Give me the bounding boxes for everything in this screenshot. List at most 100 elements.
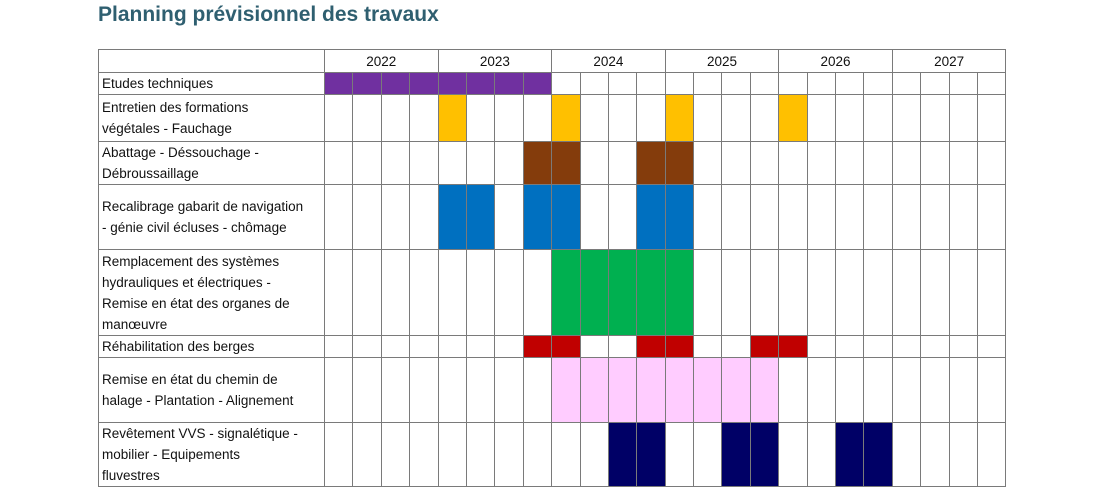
empty-cell — [323, 94, 354, 142]
empty-cell — [835, 141, 865, 185]
empty-cell — [437, 357, 467, 423]
empty-cell — [863, 72, 893, 95]
task-label-line: Débroussaillage — [102, 166, 199, 181]
task-label-line: Abattage - Déssouchage - — [102, 145, 259, 160]
empty-cell — [693, 94, 723, 142]
gantt-bar-segment — [551, 184, 581, 250]
gantt-bar-segment — [749, 357, 780, 423]
empty-cell — [636, 94, 666, 142]
empty-cell — [579, 141, 609, 185]
task-label-line: hydrauliques et électriques - — [102, 274, 271, 290]
empty-cell — [835, 72, 865, 95]
task-row: Remplacement des systèmes hydrauliques et… — [98, 249, 1007, 336]
empty-cell — [778, 184, 808, 250]
year-tick-label: 2023 — [437, 49, 553, 73]
task-row: Etudes techniques — [98, 72, 1007, 95]
empty-cell — [494, 141, 524, 185]
empty-cell — [976, 184, 1007, 250]
empty-cell — [891, 184, 922, 250]
task-label: Recalibrage gabarit de navigation - génie… — [98, 184, 325, 250]
empty-cell — [522, 422, 553, 487]
empty-cell — [664, 422, 695, 487]
gantt-bar-segment — [863, 422, 893, 487]
empty-cell — [920, 184, 950, 250]
gantt-bar-segment — [551, 357, 581, 423]
gantt-bar-segment — [579, 357, 609, 423]
gantt-bar-segment — [522, 141, 553, 185]
empty-cell — [806, 72, 837, 95]
task-label-line: Réhabilitation des berges — [102, 339, 255, 354]
year-header-row: 2022 2023 2024 2025 2026 2027 — [98, 49, 1007, 73]
empty-cell — [976, 422, 1007, 487]
task-label-line: - génie civil écluses - chômage — [102, 220, 287, 235]
gantt-bar-segment — [664, 335, 695, 358]
empty-cell — [778, 141, 808, 185]
empty-cell — [891, 141, 922, 185]
empty-cell — [352, 335, 382, 358]
gantt-bar-segment — [636, 357, 666, 423]
task-label: Revêtement VVS - signalétique - mobilier … — [98, 422, 325, 487]
empty-cell — [409, 184, 439, 250]
empty-cell — [863, 184, 893, 250]
empty-cell — [494, 249, 524, 336]
empty-cell — [693, 141, 723, 185]
year-tick-label: 2026 — [778, 49, 893, 73]
gantt-bar-segment — [522, 72, 553, 95]
empty-cell — [380, 357, 411, 423]
gantt-bar-segment — [409, 72, 439, 95]
empty-cell — [749, 72, 780, 95]
empty-cell — [920, 141, 950, 185]
empty-cell — [749, 184, 780, 250]
task-row: Réhabilitation des berges — [98, 335, 1007, 358]
empty-cell — [948, 422, 978, 487]
empty-cell — [806, 422, 837, 487]
empty-cell — [920, 335, 950, 358]
gantt-bar-segment — [721, 357, 751, 423]
gantt-bar-segment — [522, 335, 553, 358]
chart-title: Planning prévisionnel des travaux — [98, 3, 439, 26]
task-label: Abattage - Déssouchage - Débroussaillage — [98, 141, 325, 185]
empty-cell — [721, 184, 751, 250]
gantt-bar-segment — [778, 335, 808, 358]
empty-cell — [721, 335, 751, 358]
empty-cell — [749, 94, 780, 142]
empty-cell — [352, 422, 382, 487]
gantt-bar-segment — [778, 94, 808, 142]
gantt-bar-segment — [664, 249, 695, 336]
gantt-bar-segment — [749, 335, 780, 358]
task-label-line: végétales - Fauchage — [102, 121, 232, 136]
empty-cell — [607, 141, 638, 185]
empty-cell — [465, 357, 496, 423]
empty-cell — [948, 249, 978, 336]
task-row: Revêtement VVS - signalétique - mobilier … — [98, 422, 1007, 487]
empty-cell — [976, 249, 1007, 336]
task-label-line: Remplacement des systèmes — [102, 253, 280, 269]
gantt-bar-segment — [352, 72, 382, 95]
empty-cell — [835, 357, 865, 423]
empty-cell — [409, 94, 439, 142]
empty-cell — [835, 335, 865, 358]
empty-cell — [863, 335, 893, 358]
year-tick-label: 2025 — [664, 49, 780, 73]
empty-cell — [494, 422, 524, 487]
empty-cell — [749, 249, 780, 336]
gantt-bar-segment — [664, 141, 695, 185]
empty-cell — [579, 422, 609, 487]
empty-cell — [494, 94, 524, 142]
empty-cell — [465, 335, 496, 358]
empty-cell — [976, 141, 1007, 185]
gantt-bar-segment — [551, 335, 581, 358]
empty-cell — [551, 72, 581, 95]
empty-cell — [835, 184, 865, 250]
empty-cell — [891, 249, 922, 336]
empty-cell — [323, 422, 354, 487]
task-row: Recalibrage gabarit de navigation - génie… — [98, 184, 1007, 250]
gantt-bar-segment — [636, 249, 666, 336]
gantt-bar-segment — [437, 94, 467, 142]
gantt-bar-segment — [607, 357, 638, 423]
empty-cell — [920, 94, 950, 142]
task-row: Remise en état du chemin de halage - Plan… — [98, 357, 1007, 423]
gantt-bar-segment — [380, 72, 411, 95]
empty-cell — [494, 357, 524, 423]
gantt-bar-segment — [636, 184, 666, 250]
